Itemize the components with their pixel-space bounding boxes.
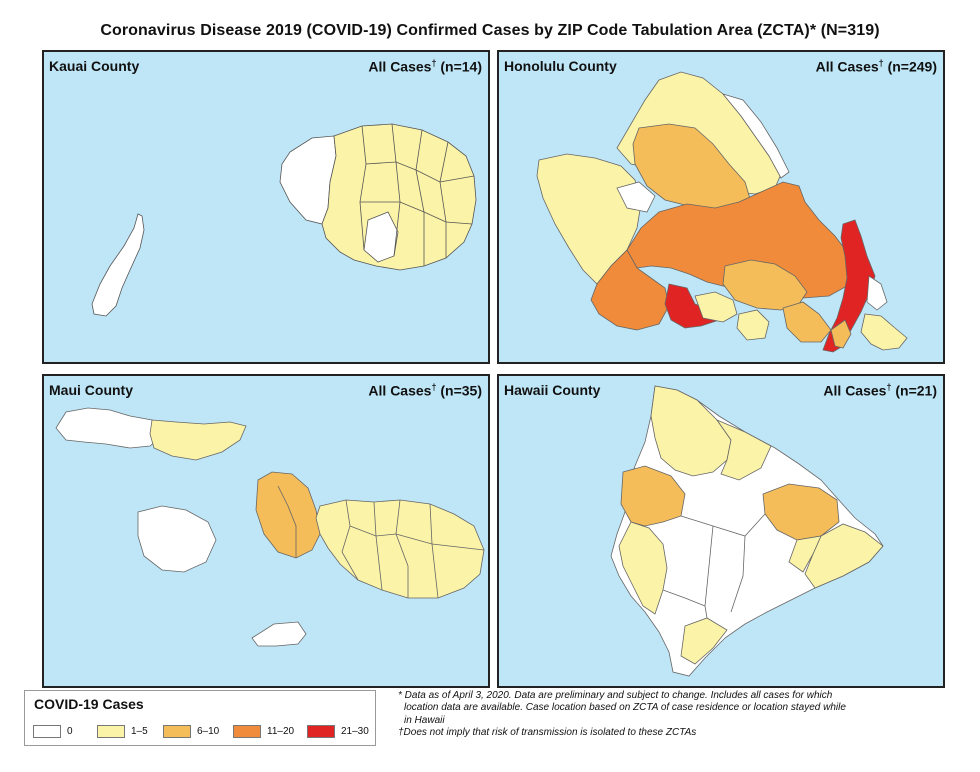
- panel-case-count: All Cases† (n=14): [368, 58, 482, 75]
- legend-label: 0: [67, 726, 73, 737]
- legend-swatch: [97, 725, 125, 738]
- panel-name: Honolulu County: [504, 58, 617, 74]
- kauai-map: [91, 123, 477, 317]
- zcta-hamakua: [715, 419, 772, 481]
- zcta-molokai-east: [149, 419, 247, 461]
- panel-case-count: All Cases† (n=249): [815, 58, 937, 75]
- maui-panel: Maui County All Cases† (n=35): [42, 374, 490, 688]
- zcta-kauai-main: [321, 123, 477, 271]
- zcta-molokai-west: [55, 407, 165, 449]
- zcta-east-maui: [315, 499, 485, 599]
- niihau-island: [91, 213, 145, 317]
- zcta-kahuku: [721, 93, 790, 179]
- zcta-pearl-harbor: [694, 291, 738, 323]
- legend-label: 6–10: [197, 726, 220, 737]
- kauai-panel: Kauai County All Cases† (n=14): [42, 50, 490, 364]
- legend: COVID-19 Cases 0 1–5 6–10 11–20 21–30: [24, 690, 376, 746]
- zcta-kona: [618, 521, 668, 615]
- footnote-line: †Does not imply that risk of transmissio…: [398, 727, 697, 739]
- panel-name: Kauai County: [49, 58, 140, 74]
- zcta-kalihi: [782, 301, 832, 343]
- zcta-white-west: [616, 181, 656, 213]
- footnote-line: * Data as of April 3, 2020. Data are pre…: [398, 690, 833, 701]
- footnote-line: in Hawaii: [404, 714, 445, 726]
- footnotes: * Data as of April 3, 2020. Data are pre…: [398, 690, 958, 740]
- legend-swatch: [307, 725, 335, 738]
- legend-label: 1–5: [131, 726, 148, 737]
- zcta-west-maui: [255, 471, 321, 559]
- zcta-kaimuki: [830, 319, 852, 349]
- legend-title: COVID-19 Cases: [34, 696, 144, 712]
- legend-swatch: [163, 725, 191, 738]
- zcta-kaneohe: [822, 219, 876, 353]
- panel-case-count: All Cases† (n=21): [823, 382, 937, 399]
- panel-name: Maui County: [49, 382, 133, 398]
- zcta-hilo: [762, 483, 840, 541]
- panel-name: Hawaii County: [504, 382, 601, 398]
- honolulu-panel: Honolulu County All Cases† (n=249): [497, 50, 945, 364]
- zcta-keaau: [788, 535, 822, 573]
- footnote-line: location data are available. Case locati…: [404, 702, 846, 714]
- legend-swatch: [233, 725, 261, 738]
- zcta-waikoloa: [620, 465, 686, 527]
- map-title: Coronavirus Disease 2019 (COVID-19) Conf…: [100, 22, 880, 39]
- zcta-hawaii-kai: [860, 313, 908, 351]
- zcta-kailua-mcbh: [866, 275, 888, 311]
- maui-map: [55, 407, 485, 647]
- panel-case-count: All Cases† (n=35): [368, 382, 482, 399]
- hawaii-panel: Hawaii County All Cases† (n=21): [497, 374, 945, 688]
- zcta-kahoolawe: [251, 621, 307, 647]
- zcta-lanai: [137, 505, 217, 573]
- zcta-puna: [804, 523, 884, 589]
- legend-label: 21–30: [341, 726, 369, 737]
- legend-label: 11–20: [267, 726, 295, 737]
- legend-swatch: [33, 725, 61, 738]
- oahu-map: [536, 71, 908, 353]
- hawaii-island-map: [610, 385, 884, 677]
- zcta-aiea: [736, 309, 770, 341]
- zcta-kohala: [650, 385, 732, 477]
